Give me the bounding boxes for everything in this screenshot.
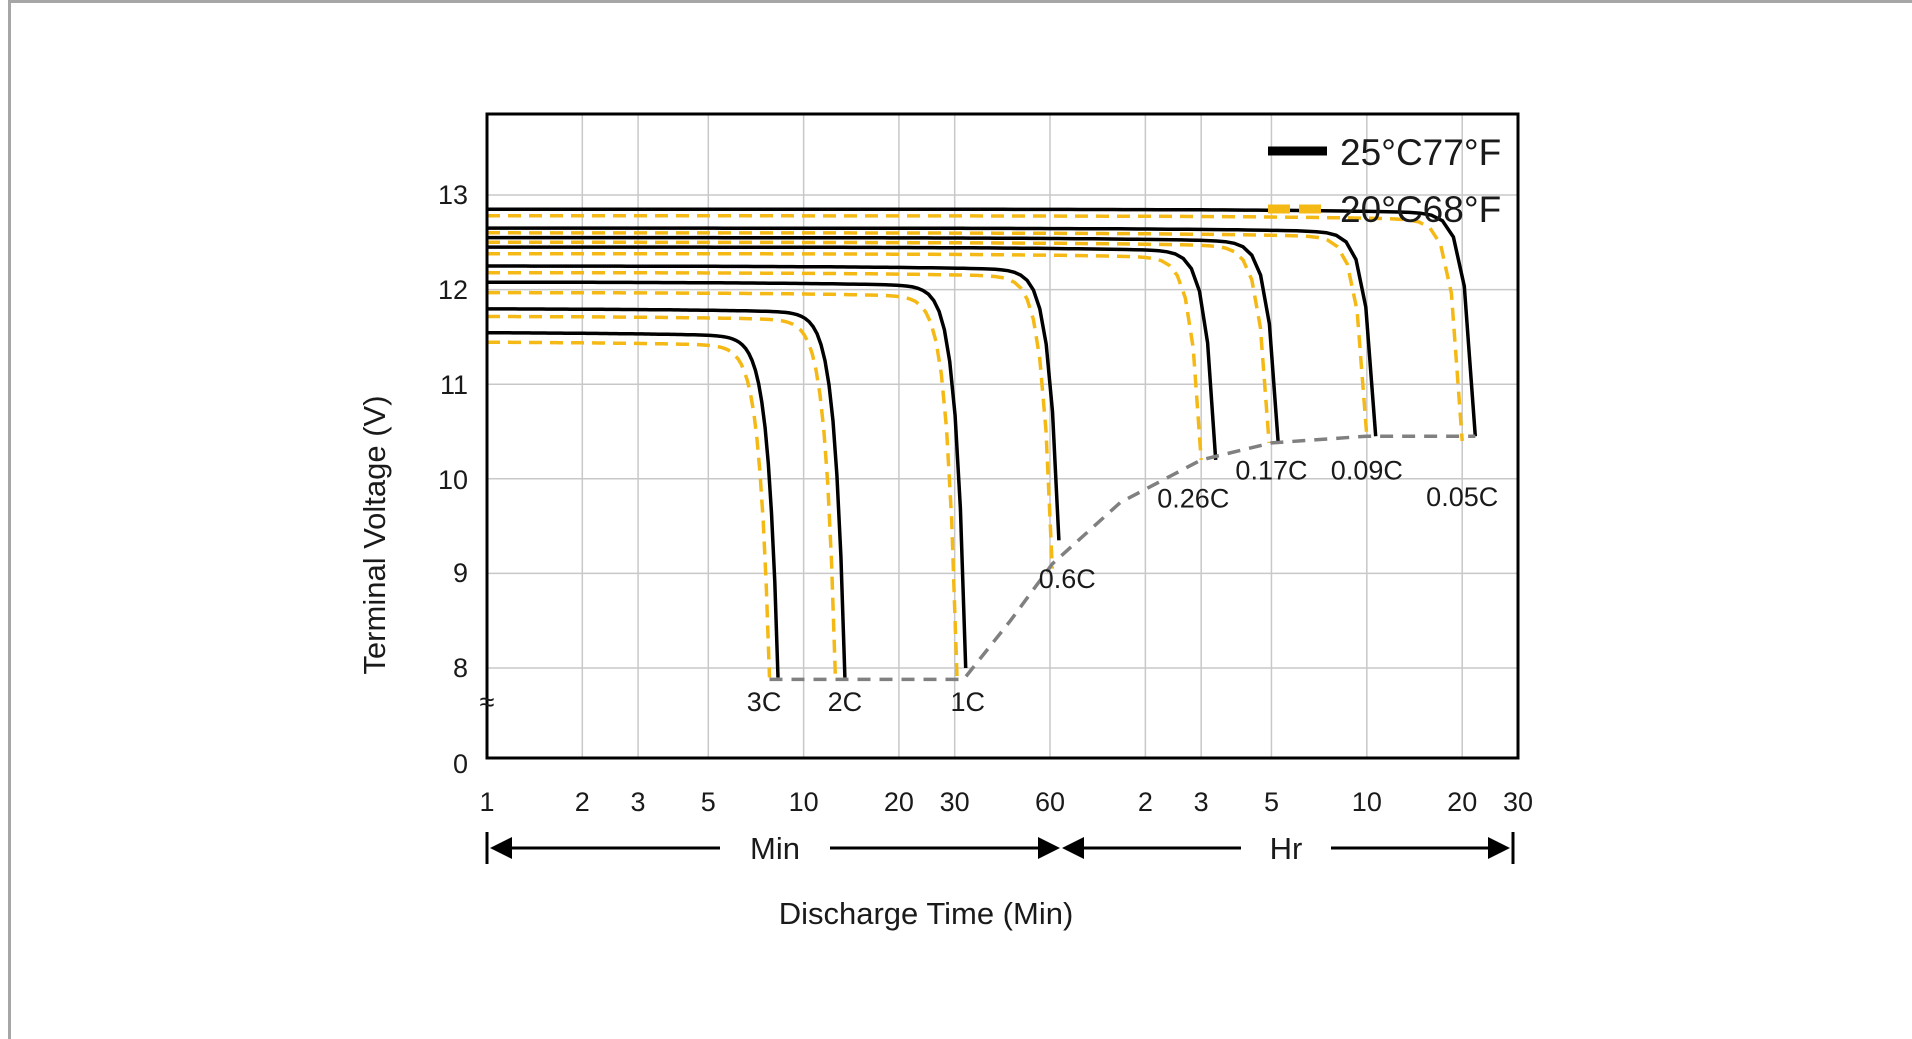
x-tick-label-4: 10 [789,787,819,817]
rate-label-0-6c: 0.6C [1039,564,1096,594]
y-tick-label-8: 8 [453,653,468,683]
legend-label-25c: 25°C77°F [1340,132,1501,173]
rate-label-3c: 3C [747,687,782,717]
rate-label-1c: 1C [951,687,986,717]
rate-label-0-26c: 0.26C [1157,484,1229,514]
curve-1c-25c [487,280,968,669]
y-tick-label-13: 13 [438,180,468,210]
time-range-indicators: Min Hr [485,831,1515,866]
x-tick-label-8: 2 [1138,787,1153,817]
curve-3c-25c [486,330,780,678]
range-label-min: Min [750,831,800,866]
y-tick-label-0: 0 [453,749,468,779]
x-tick-label-9: 3 [1194,787,1209,817]
y-tick-label-9: 9 [453,558,468,588]
range-label-hr: Hr [1270,831,1303,866]
curve-2c-20c [487,314,838,678]
curve-2c-25c [487,307,847,678]
x-tick-label-2: 3 [631,787,646,817]
curve-0-6c-20c [486,270,1055,569]
x-tick-label-1: 2 [575,787,590,817]
curve-0-17c-20c [487,240,1271,444]
y-tick-label-10: 10 [438,465,468,495]
legend: 25°C77°F 20°C68°F [1268,132,1501,230]
curve-0-6c-25c [487,264,1061,541]
curve-0-17c-25c [487,235,1280,444]
curve-0-05c-20c [487,214,1464,442]
legend-label-20c: 20°C68°F [1340,189,1501,230]
x-tick-label-7: 60 [1035,787,1065,817]
y-axis-break-symbol: ≈ [480,687,495,717]
curve-1c-20c [487,290,959,678]
x-tick-label-12: 20 [1447,787,1477,817]
x-tick-label-13: 30 [1503,787,1533,817]
range-arrow-min-end [1038,837,1060,859]
figure-frame [8,0,1912,1039]
x-tick-label-6: 30 [940,787,970,817]
discharge-curves [486,207,1478,678]
range-arrow-hr-end [1488,837,1510,859]
curve-0-26c-25c [487,245,1218,461]
x-tick-label-10: 5 [1264,787,1279,817]
x-tick-label-0: 1 [479,787,494,817]
plot-area-border [485,112,1520,760]
x-axis-title: Discharge Time (Min) [779,896,1074,931]
rate-label-2c: 2C [828,687,863,717]
y-tick-label-12: 12 [438,275,468,305]
curve-0-09c-25c [487,226,1378,437]
curve-3c-20c [486,340,772,678]
range-arrow-hr-start [1062,837,1084,859]
y-axis-title: Terminal Voltage (V) [357,395,392,674]
x-tick-label-11: 10 [1352,787,1382,817]
rate-label-0-09c: 0.09C [1331,455,1403,485]
rate-label-0-05c: 0.05C [1426,482,1498,512]
rate-label-0-17c: 0.17C [1235,455,1307,485]
curve-0-26c-20c [487,251,1203,461]
x-tick-label-3: 5 [701,787,716,817]
range-arrow-min-start [490,837,512,859]
y-tick-label-11: 11 [440,370,468,400]
x-tick-label-5: 20 [884,787,914,817]
